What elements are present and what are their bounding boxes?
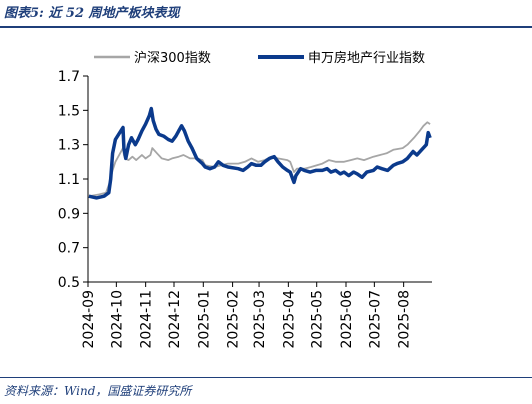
legend-label-sw-real-estate: 申万房地产行业指数 [308,50,425,66]
y-tick-label: 1.7 [58,69,80,85]
x-tick-label: 2025-01 [196,290,212,349]
y-tick-label: 1.1 [58,172,80,188]
series-line-sw-real-estate [88,106,432,200]
x-tick-label: 2025-08 [397,290,413,349]
source-note: 资料来源：Wind，国盛证券研究所 [4,384,192,398]
x-tick-label: 2025-02 [226,290,242,349]
x-tick-label: 2024-12 [167,290,183,349]
legend-label-hs300: 沪深300指数 [134,50,211,66]
x-tick-label: 2024-11 [139,290,155,349]
y-tick-label: 1.3 [58,138,80,154]
y-tick-label: 1.5 [58,103,80,119]
y-tick-label: 0.5 [58,275,80,291]
y-axis-ticks: 0.5 0.7 0.9 1.1 1.3 1.5 1.7 [58,69,88,291]
line-chart: 0.50.70.91.11.31.51.7 2024-09 2024-10 2024… [58,50,432,349]
x-tick-label: 2025-04 [281,290,297,349]
x-axis-ticks: 2024-09 2024-10 2024-11 2024-12 2025-01 2025-… [81,282,413,349]
title-divider [0,26,532,28]
series-line-hs300 [88,121,431,198]
series-layer [88,106,432,200]
x-tick-label: 2025-06 [339,290,355,349]
figure-title: 图表5: 近 52 周地产板块表现 [4,6,180,21]
x-tick-label: 2025-07 [367,290,383,349]
legend: 沪深300指数 申万房地产行业指数 [94,50,425,66]
x-tick-label: 2025-05 [310,290,326,349]
y-tick-label: 0.7 [58,241,80,257]
x-tick-label: 2024-09 [81,290,97,349]
y-tick-label: 0.9 [58,206,80,222]
source-divider [0,377,532,378]
x-tick-label: 2024-10 [109,290,125,349]
x-tick-label: 2025-03 [252,290,268,349]
